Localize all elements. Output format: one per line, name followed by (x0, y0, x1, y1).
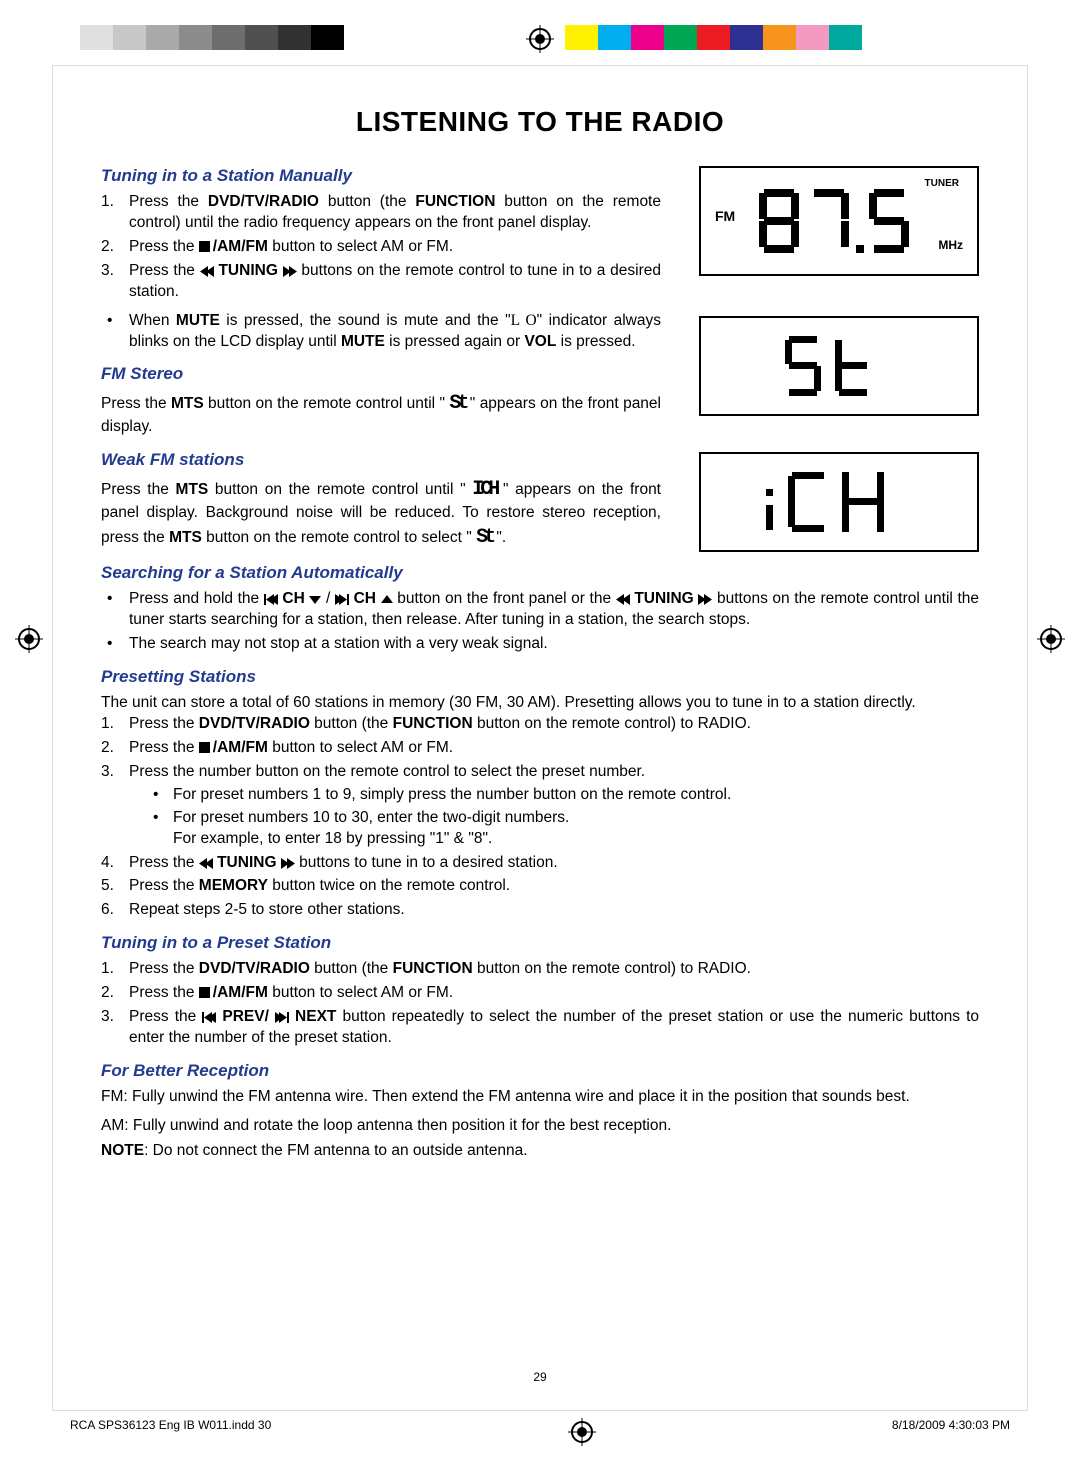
stop-icon (199, 987, 210, 998)
list-item: 2.Press the /AM/FM button to select AM o… (101, 738, 979, 759)
search-item: Press and hold the CH / CH button on the… (101, 589, 979, 631)
lcd-st-icon (779, 331, 899, 401)
section-title-weak-fm: Weak FM stations (101, 450, 661, 470)
stop-icon (199, 241, 210, 252)
next-track-icon (335, 594, 349, 605)
mute-note-item: When MUTE is pressed, the sound is mute … (101, 311, 661, 353)
lcd-frequency-icon (759, 181, 929, 261)
lcd-ich-icon (754, 467, 924, 537)
registration-mark-icon (15, 625, 43, 653)
stop-icon (199, 742, 210, 753)
list-item: 3.Press the PREV/ NEXT button repeatedly… (101, 1007, 979, 1049)
preset-steps-list: 1.Press the DVD/TV/RADIO button (the FUN… (101, 714, 979, 921)
section-title-preset: Presetting Stations (101, 667, 979, 687)
registration-mark-icon (568, 1418, 596, 1446)
lcd-mono-display (699, 452, 979, 552)
reception-fm: FM: Fully unwind the FM antenna wire. Th… (101, 1087, 979, 1108)
list-item: For preset numbers 1 to 9, simply press … (153, 785, 979, 806)
rewind-icon (199, 858, 213, 869)
lcd-tuner-display: TUNER FM MHz (699, 166, 979, 276)
search-item: The search may not stop at a station wit… (101, 634, 979, 655)
section-title-tuning-manual: Tuning in to a Station Manually (101, 166, 661, 186)
section-title-tune-preset: Tuning in to a Preset Station (101, 933, 979, 953)
list-item: 2.Press the /AM/FM button to select AM o… (101, 983, 979, 1004)
section-title-fm-stereo: FM Stereo (101, 364, 661, 384)
st-glyph-icon: St (476, 526, 492, 549)
list-item: 4.Press the TUNING buttons to tune in to… (101, 853, 979, 874)
reception-note: NOTE: Do not connect the FM antenna to a… (101, 1141, 979, 1162)
chevron-down-icon (309, 594, 321, 605)
fast-forward-icon (281, 858, 295, 869)
section-title-reception: For Better Reception (101, 1061, 979, 1081)
section-title-search: Searching for a Station Automatically (101, 563, 979, 583)
prev-track-icon (264, 594, 278, 605)
footer-right: 8/18/2009 4:30:03 PM (892, 1418, 1010, 1446)
page-title: LISTENING TO THE RADIO (101, 106, 979, 138)
page: LISTENING TO THE RADIO TUNER FM (52, 65, 1028, 1411)
list-item: 2.Press the /AM/FM button to select AM o… (101, 237, 661, 258)
ich-glyph-icon: ICH (472, 478, 496, 501)
manual-steps-list: 1.Press the DVD/TV/RADIO button (the FUN… (101, 192, 661, 303)
lcd-tuner-label: TUNER (925, 178, 959, 189)
list-item: 1.Press the DVD/TV/RADIO button (the FUN… (101, 714, 979, 735)
lcd-mhz-label: MHz (938, 238, 963, 252)
mute-note: When MUTE is pressed, the sound is mute … (101, 311, 661, 353)
list-item: 1.Press the DVD/TV/RADIO button (the FUN… (101, 959, 979, 980)
list-item: 5.Press the MEMORY button twice on the r… (101, 876, 979, 897)
lcd-fm-label: FM (715, 208, 735, 224)
registration-mark-icon (526, 25, 554, 53)
page-number: 29 (533, 1370, 546, 1384)
fast-forward-icon (283, 266, 297, 277)
fast-forward-icon (698, 594, 712, 605)
list-item: 1.Press the DVD/TV/RADIO button (the FUN… (101, 192, 661, 234)
list-item: 3.Press the number button on the remote … (101, 762, 979, 850)
rewind-icon (200, 266, 214, 277)
content: TUNER FM MHz (101, 166, 979, 1162)
list-item: For preset numbers 10 to 30, enter the t… (153, 808, 979, 850)
registration-mark-icon (1037, 625, 1065, 653)
prev-track-icon (202, 1012, 216, 1023)
fm-stereo-text: Press the MTS button on the remote contr… (101, 390, 661, 438)
chevron-up-icon (381, 594, 393, 605)
print-footer: RCA SPS36123 Eng IB W011.indd 30 8/18/20… (70, 1418, 1010, 1446)
footer-left: RCA SPS36123 Eng IB W011.indd 30 (70, 1418, 271, 1446)
next-track-icon (275, 1012, 289, 1023)
lcd-stereo-display (699, 316, 979, 416)
list-item: 3.Press the TUNING buttons on the remote… (101, 261, 661, 303)
list-item: 6.Repeat steps 2-5 to store other statio… (101, 900, 979, 921)
preset-intro: The unit can store a total of 60 station… (101, 693, 979, 714)
weak-fm-text: Press the MTS button on the remote contr… (101, 476, 661, 551)
search-list: Press and hold the CH / CH button on the… (101, 589, 979, 655)
st-glyph-icon: St (449, 392, 465, 415)
reception-am: AM: Fully unwind and rotate the loop ant… (101, 1116, 979, 1137)
swatch-row-right (565, 25, 862, 50)
tune-preset-steps-list: 1.Press the DVD/TV/RADIO button (the FUN… (101, 959, 979, 1049)
swatch-row-left (80, 25, 344, 50)
rewind-icon (616, 594, 630, 605)
